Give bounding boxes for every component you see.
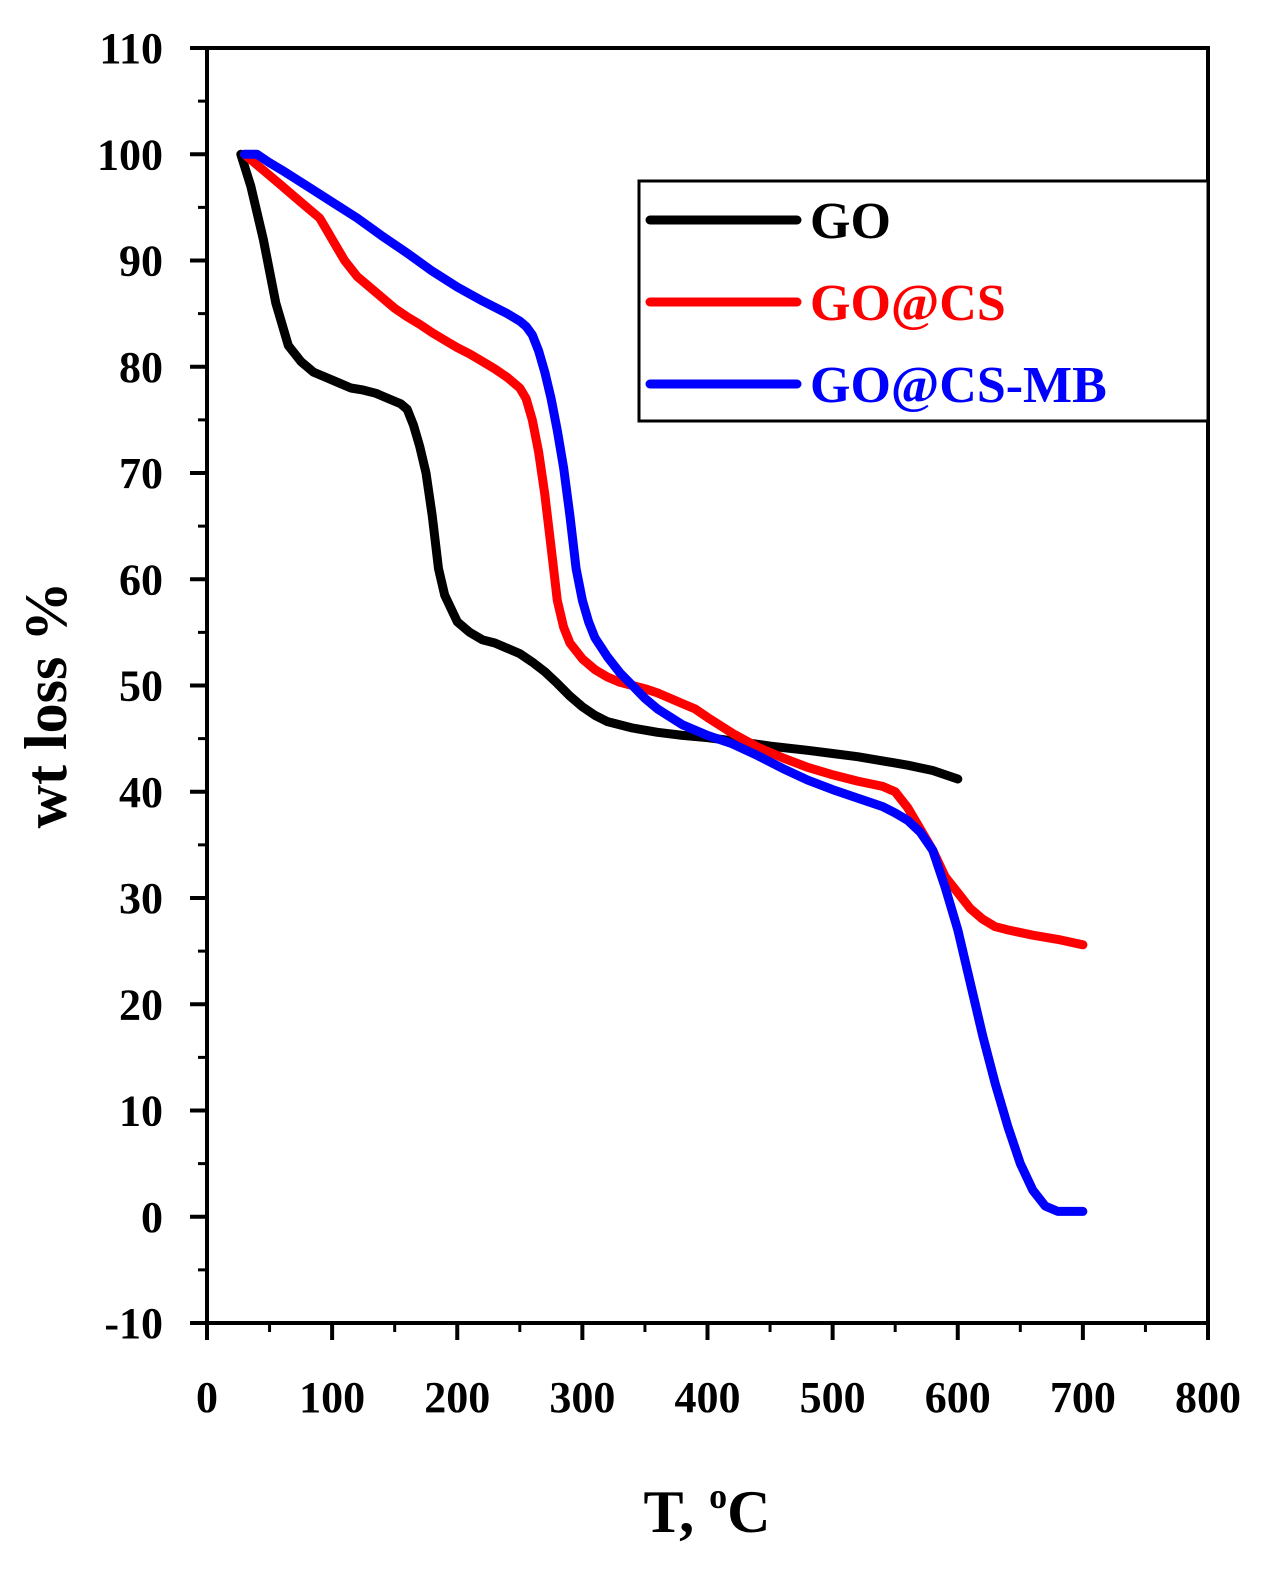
y-tick-label: 40: [119, 768, 163, 817]
x-tick-label: 200: [424, 1373, 490, 1422]
x-axis-title-degree: o: [709, 1476, 727, 1516]
y-tick-label: 110: [99, 24, 163, 73]
x-axis-title-unit: C: [727, 1479, 770, 1545]
y-tick-label: -10: [104, 1299, 163, 1348]
y-tick-label: 80: [119, 343, 163, 392]
y-tick-label: 100: [97, 130, 163, 179]
y-tick-label: 60: [119, 555, 163, 604]
y-tick-label: 50: [119, 662, 163, 711]
x-tick-label: 600: [925, 1373, 991, 1422]
y-axis-ticks: -10 0 10 20 30 40 50 60 70 80 90 100 110: [97, 24, 207, 1348]
series-line-go-cs-mb: [240, 149, 1088, 1216]
x-tick-label: 800: [1175, 1373, 1241, 1422]
y-tick-label: 90: [119, 237, 163, 286]
legend-label-go-cs-mb: GO@CS-MB: [810, 357, 1107, 414]
x-tick-label: 0: [196, 1373, 218, 1422]
series-lines: [236, 149, 1088, 1216]
y-tick-label: 10: [119, 1087, 163, 1136]
series-line-go-cs: [240, 149, 1088, 950]
x-axis-ticks: 0 100 200 300 400 500 600 700 800: [196, 1323, 1241, 1422]
x-tick-label: 700: [1050, 1373, 1116, 1422]
legend-label-go: GO: [810, 193, 891, 250]
y-tick-label: 0: [141, 1193, 163, 1242]
y-tick-label: 30: [119, 874, 163, 923]
x-tick-label: 500: [800, 1373, 866, 1422]
y-axis-title: wt loss %: [13, 582, 79, 829]
x-axis-title: T, oC: [644, 1476, 771, 1545]
x-tick-label: 400: [675, 1373, 741, 1422]
x-tick-label: 300: [549, 1373, 615, 1422]
legend: GO GO@CS GO@CS-MB: [637, 179, 1210, 423]
y-tick-label: 20: [119, 980, 163, 1029]
y-tick-label: 70: [119, 449, 163, 498]
legend-label-go-cs: GO@CS: [810, 275, 1006, 332]
x-axis-title-main: T,: [644, 1479, 710, 1545]
x-tick-label: 100: [299, 1373, 365, 1422]
